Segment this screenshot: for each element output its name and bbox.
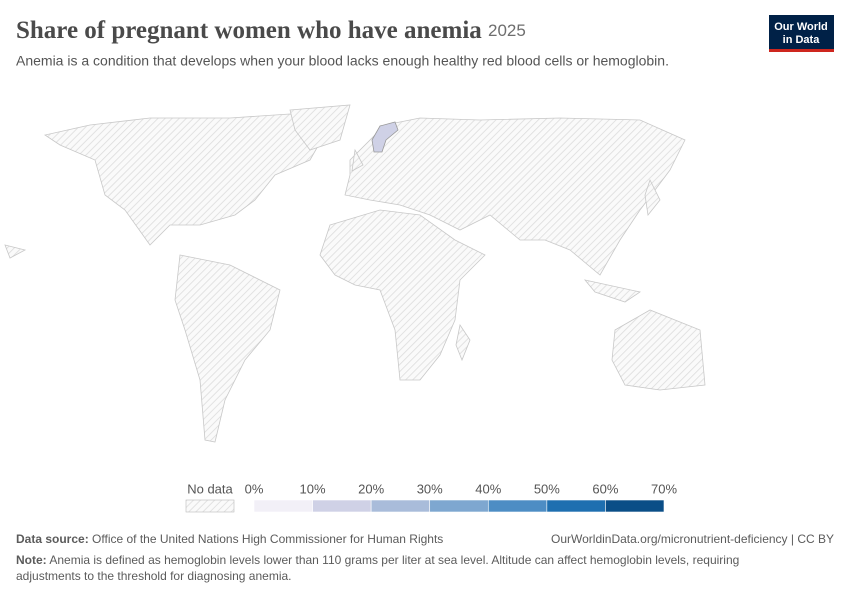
- land: [351, 148, 364, 172]
- land: [319, 209, 486, 381]
- source: Office of the United Nations High Commis…: [92, 532, 443, 546]
- legend-bin: [429, 499, 489, 513]
- legend-bin: [605, 499, 665, 513]
- land: [583, 279, 642, 303]
- note: Anemia is defined as hemoglobin levels l…: [49, 553, 739, 567]
- legend-tick-label: 50%: [534, 481, 560, 496]
- note-line: Note: Anemia is defined as hemoglobin le…: [16, 553, 739, 567]
- legend-no-data-swatch: [185, 499, 235, 513]
- logo[interactable]: Our World in Data: [769, 15, 834, 52]
- land: [611, 309, 706, 391]
- logo-bar: [769, 49, 834, 52]
- logo-text: Our World: [774, 21, 828, 33]
- legend-tick-label: 60%: [592, 481, 618, 496]
- url[interactable]: OurWorldinData.org/micronutrient-deficie…: [551, 532, 834, 546]
- legend-bin: [487, 499, 548, 513]
- legend-tick-label: 40%: [475, 481, 501, 496]
- source-line: Data source: Office of the United Nation…: [16, 532, 443, 546]
- legend: No data 0% 10% 20% 30% 40% 50% 60% 70%: [185, 481, 677, 513]
- land: [289, 104, 351, 151]
- logo-box: [769, 15, 834, 52]
- land: [644, 178, 661, 216]
- land: [344, 117, 686, 276]
- legend-tick-label: 0%: [245, 481, 264, 496]
- region: [371, 121, 399, 153]
- legend-bin: [546, 499, 606, 513]
- legend-bin: [253, 499, 313, 513]
- legend-bin: [312, 499, 372, 513]
- chart-year: 2025: [488, 21, 526, 40]
- note-label: Note:: [16, 553, 47, 567]
- chart-subtitle: Anemia is a condition that develops when…: [16, 53, 669, 69]
- land: [43, 113, 331, 246]
- legend-tick-label: 70%: [651, 481, 677, 496]
- land: [4, 244, 27, 259]
- world-map: [4, 104, 706, 443]
- source-label: Data source:: [16, 532, 89, 546]
- land: [455, 323, 471, 362]
- chart-title: Share of pregnant women who have anemia: [16, 17, 482, 44]
- title-line: Share of pregnant women who have anemia …: [16, 17, 526, 44]
- note-line: adjustments to the threshold for diagnos…: [16, 569, 292, 583]
- legend-tick-label: 20%: [358, 481, 384, 496]
- legend-tick-label: 10%: [300, 481, 326, 496]
- logo-text: in Data: [783, 34, 821, 46]
- legend-bin: [370, 499, 431, 513]
- land: [174, 254, 281, 443]
- legend-tick-label: 30%: [417, 481, 443, 496]
- legend-no-data-label: No data: [187, 481, 233, 496]
